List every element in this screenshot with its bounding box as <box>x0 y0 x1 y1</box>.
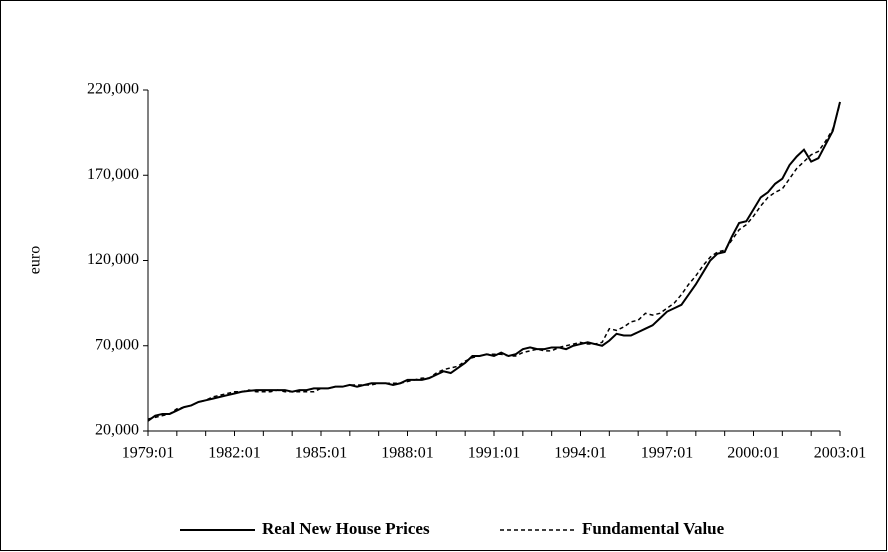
x-tick-label: 1991:01 <box>468 445 520 462</box>
series-line <box>147 101 841 422</box>
y-tick-label: 70,000 <box>95 336 139 353</box>
x-tick-label: 1979:01 <box>122 445 174 462</box>
legend-label: Real New House Prices <box>262 519 430 538</box>
y-tick-label: 170,000 <box>87 166 139 183</box>
x-tick-label: 1994:01 <box>554 445 606 462</box>
x-tick-label: 1988:01 <box>381 445 433 462</box>
y-tick-label: 220,000 <box>87 81 139 98</box>
x-tick-label: 1982:01 <box>208 445 260 462</box>
y-axis-label: euro <box>27 246 44 274</box>
x-tick-label: 1985:01 <box>295 445 347 462</box>
x-tick-label: 1997:01 <box>641 445 693 462</box>
y-tick-label: 120,000 <box>87 251 139 268</box>
series-line <box>147 103 841 420</box>
y-tick-label: 20,000 <box>95 422 139 439</box>
x-tick-label: 2003:01 <box>814 445 866 462</box>
x-tick-label: 2000:01 <box>727 445 779 462</box>
legend-label: Fundamental Value <box>582 519 725 538</box>
